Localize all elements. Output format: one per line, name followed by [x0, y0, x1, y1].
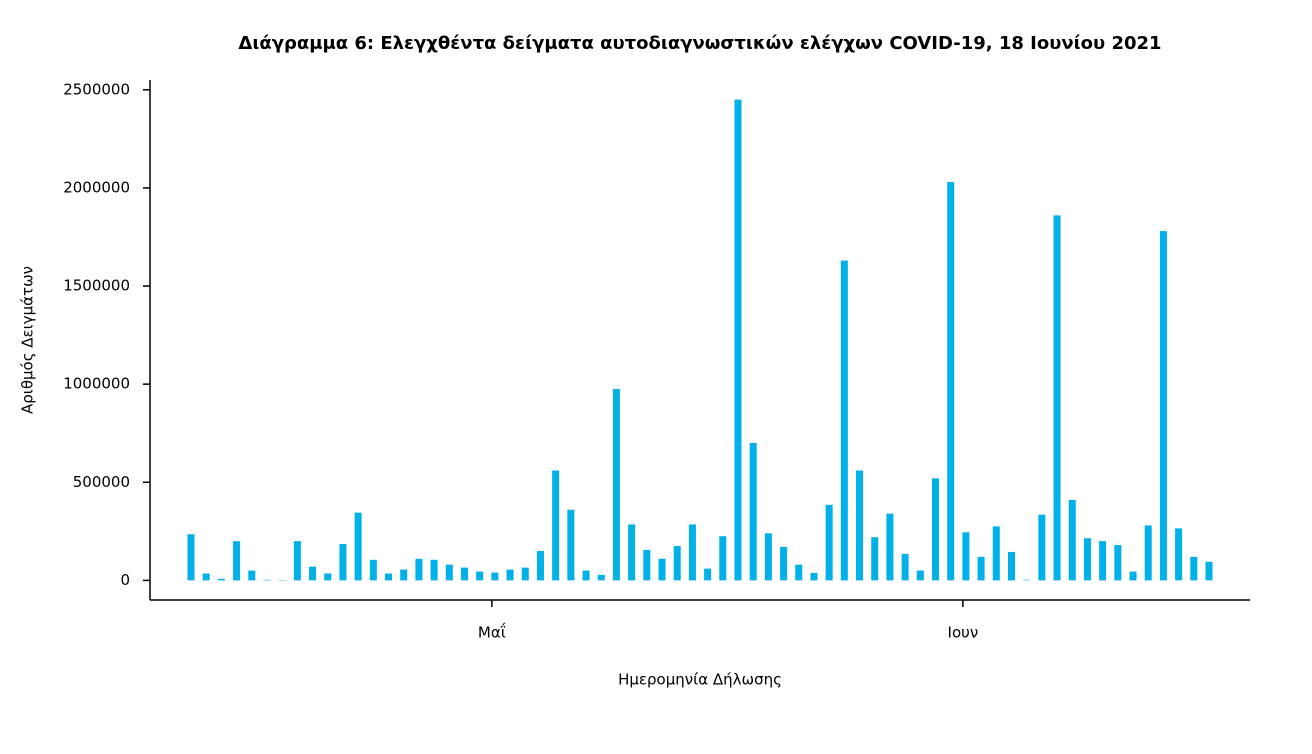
- bar: [339, 544, 347, 581]
- bar: [248, 570, 256, 581]
- bar: [1175, 528, 1183, 581]
- bar: [536, 550, 544, 581]
- bar: [233, 541, 241, 581]
- bar: [415, 558, 423, 581]
- bar: [263, 579, 271, 581]
- bar: [1068, 499, 1076, 581]
- bar: [856, 470, 864, 581]
- x-tick-label: Μαΐ: [478, 622, 506, 642]
- bar: [688, 524, 696, 581]
- y-tick-label: 2000000: [63, 178, 130, 196]
- bar: [916, 570, 924, 581]
- y-axis-label: Αριθμός Δειγμάτων: [19, 266, 37, 414]
- bar: [643, 549, 651, 581]
- bar: [840, 260, 848, 581]
- bar: [476, 571, 484, 581]
- bar: [1083, 538, 1091, 581]
- bar: [1159, 231, 1167, 581]
- bar: [992, 526, 1000, 581]
- y-tick-label: 1000000: [63, 375, 130, 393]
- bar: [780, 547, 788, 581]
- bar: [582, 570, 590, 581]
- y-tick-label: 0: [120, 571, 130, 589]
- bar: [309, 566, 317, 581]
- bar: [567, 509, 575, 581]
- bar: [1114, 545, 1122, 581]
- bar: [658, 558, 666, 581]
- bar: [612, 389, 620, 581]
- bar: [886, 513, 894, 581]
- bar: [825, 504, 833, 581]
- bar: [1053, 215, 1061, 581]
- bar: [217, 578, 225, 581]
- bar: [795, 564, 803, 581]
- bar: [506, 569, 514, 581]
- y-tick-label: 500000: [73, 473, 130, 491]
- bar: [430, 559, 438, 581]
- bar: [810, 572, 818, 581]
- bar: [749, 443, 757, 581]
- bar: [460, 567, 468, 581]
- bar: [901, 553, 909, 581]
- bar: [1023, 579, 1031, 581]
- bar: [947, 182, 955, 581]
- bar: [400, 569, 408, 581]
- bar: [597, 574, 605, 581]
- bar: [734, 99, 742, 581]
- bar: [962, 532, 970, 581]
- bar: [552, 470, 560, 581]
- y-tick-label: 1500000: [63, 277, 130, 295]
- bar: [673, 546, 681, 581]
- y-tick-label: 2500000: [63, 80, 130, 98]
- bar: [369, 559, 377, 581]
- bar: [871, 537, 879, 581]
- bar: [354, 512, 362, 581]
- bar: [932, 478, 940, 581]
- bar: [1190, 556, 1198, 581]
- chart-title: Διάγραμμα 6: Ελεγχθέντα δείγματα αυτοδια…: [238, 33, 1161, 54]
- bar: [704, 568, 712, 581]
- x-axis-label: Ημερομηνία Δήλωσης: [618, 671, 782, 689]
- bar: [293, 541, 301, 581]
- bar: [187, 534, 195, 581]
- bar: [719, 536, 727, 581]
- bar: [628, 524, 636, 581]
- bar: [1129, 571, 1137, 581]
- bar: [445, 564, 453, 581]
- x-tick-label: Ιουν: [948, 624, 979, 642]
- bar: [324, 573, 332, 581]
- bar: [385, 573, 393, 581]
- bar: [1007, 551, 1015, 581]
- bar: [1038, 514, 1046, 581]
- bar: [202, 573, 210, 581]
- bar: [491, 572, 499, 581]
- bar: [521, 567, 529, 581]
- bar: [977, 556, 985, 581]
- bar: [764, 533, 772, 581]
- bar: [1099, 541, 1107, 581]
- bar: [1205, 561, 1213, 581]
- bar: [1144, 525, 1152, 581]
